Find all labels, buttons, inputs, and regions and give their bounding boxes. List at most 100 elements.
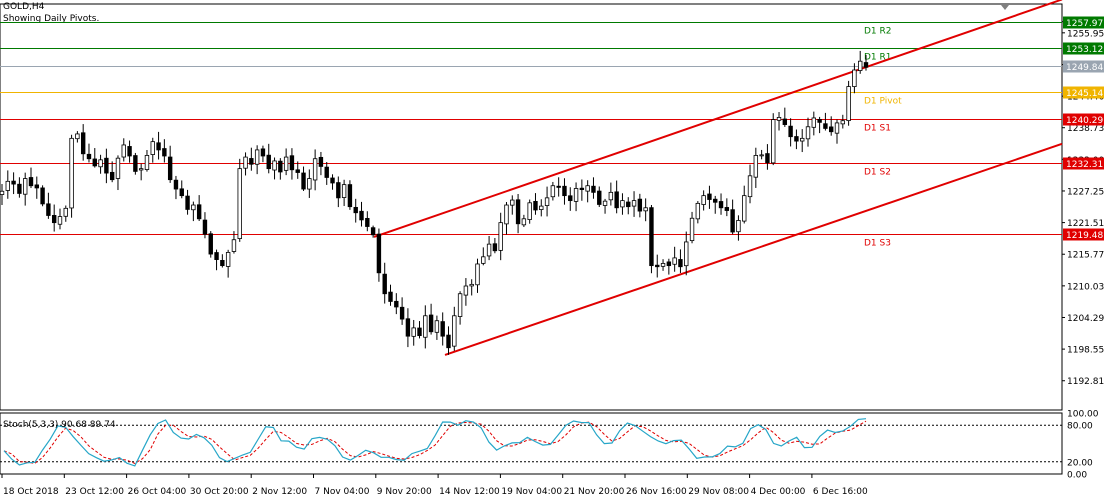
candle-body-129 [747,175,753,198]
pivot-label-0: D1 R2 [864,27,892,37]
candle-body-71 [411,327,416,337]
time-axis: 18 Oct 2018 23 Oct 12:00 26 Oct 04:00 30 Oc… [1,474,868,497]
candle-body-65 [376,233,382,274]
pivot-label-3: D1 S1 [864,124,891,134]
current-price-tag [1063,60,1104,73]
candle-body-13 [75,133,80,140]
candle-body-93 [539,205,544,210]
price-tick-label-9: 1210.03 [1067,282,1104,292]
candle-body-132 [765,153,770,163]
candle-body-83 [481,256,486,264]
candle-body-44 [254,149,260,165]
candle-body-147 [852,69,857,87]
candle-body-103 [597,190,602,205]
candle-body-32 [185,195,190,210]
time-tick-label-13: 6 Dec 16:00 [813,487,868,497]
candle-body-126 [730,209,735,233]
candle-body-104 [602,200,608,206]
candle-body-128 [742,195,747,222]
stoch-tick-label-0: 100.00 [1067,410,1099,420]
candle-body-148 [858,60,863,71]
time-tick-label-3: 30 Oct 20:00 [190,487,249,497]
candle-body-12 [69,137,74,209]
candle-body-70 [405,318,411,337]
chart-subtitle: Showing Daily Pivots. [3,14,100,24]
candle-body-14 [80,132,86,155]
pivot-lines: D1 R2 D1 R1 D1 Pivot D1 S1 D1 S2 D1 S3 [0,22,1062,249]
candle-body-0 [0,190,5,195]
candle-body-125 [724,207,730,211]
candle-body-63 [365,217,370,227]
price-tick-label-8: 1215.77 [1067,251,1104,261]
price-tick-label-6: 1227.25 [1067,187,1104,197]
candle-body-22 [127,146,132,157]
candle-body-107 [620,200,625,208]
candle-body-25 [144,155,150,170]
stoch-main-line [3,418,867,467]
candle-body-53 [307,178,312,190]
candle-body-117 [678,259,683,268]
price-tick-label-7: 1221.51 [1067,219,1104,229]
candle-body-9 [51,215,57,224]
pivot-price-text-2: 1245.14 [1066,89,1103,99]
candle-body-16 [92,158,97,167]
candle-body-79 [457,293,463,317]
candle-body-82 [475,263,480,286]
main-frame [0,3,1063,475]
candle-body-28 [162,148,167,157]
markers [1001,5,1009,10]
stoch-tick-label-1: 80.00 [1067,422,1093,432]
candle-body-84 [486,243,492,257]
candle-body-131 [759,154,764,157]
candle-body-122 [707,193,712,200]
candle-body-26 [150,141,155,155]
candle-body-51 [295,169,300,173]
candle-body-92 [533,200,538,211]
candle-body-4 [22,178,28,195]
candle-body-140 [811,117,817,128]
candle-body-34 [196,204,202,220]
time-tick-label-6: 9 Nov 20:00 [377,487,432,497]
candle-body-78 [452,315,457,347]
candle-body-59 [341,184,347,198]
candle-body-85 [492,243,498,252]
candle-body-37 [214,252,219,260]
candles [0,50,869,355]
candle-body-39 [225,252,231,267]
candle-body-35 [202,219,208,235]
stochastic-panel: 100.00 80.00 20.00 0.00 [0,410,1099,481]
candle-body-139 [805,126,811,140]
candle-body-72 [417,327,422,337]
candle-body-36 [208,233,213,255]
candle-body-55 [318,156,324,167]
price-tick-label-4: 1238.73 [1067,124,1104,134]
price-tick-label-10: 1204.29 [1067,314,1104,324]
candle-body-49 [283,156,289,171]
candle-body-21 [121,144,126,158]
pivot-label-2: D1 Pivot [864,97,902,107]
pivot-price-tag-0 [1063,16,1104,29]
time-tick-label-2: 26 Oct 04:00 [128,487,187,497]
candle-body-52 [301,172,306,190]
scroll-marker-icon [1001,5,1009,10]
time-tick-label-10: 26 Nov 16:00 [626,487,687,497]
trend-line-upper [373,0,1063,238]
candle-body-119 [689,217,695,242]
pivot-price-text-3: 1240.29 [1066,116,1103,126]
candle-body-57 [330,177,335,184]
candle-body-20 [115,157,121,179]
candle-body-73 [423,315,428,338]
time-tick-label-1: 23 Oct 12:00 [65,487,124,497]
pivot-price-text-1: 1253.12 [1066,45,1103,55]
stoch-tick-label-3: 0.00 [1067,471,1087,481]
candle-body-29 [167,156,173,181]
candle-body-121 [701,195,706,205]
candle-body-18 [104,157,109,174]
candle-body-146 [846,86,851,122]
candle-body-143 [829,126,834,133]
candle-body-60 [347,184,353,208]
candle-body-81 [469,283,474,287]
candle-body-118 [684,241,689,267]
candle-body-62 [359,210,364,221]
